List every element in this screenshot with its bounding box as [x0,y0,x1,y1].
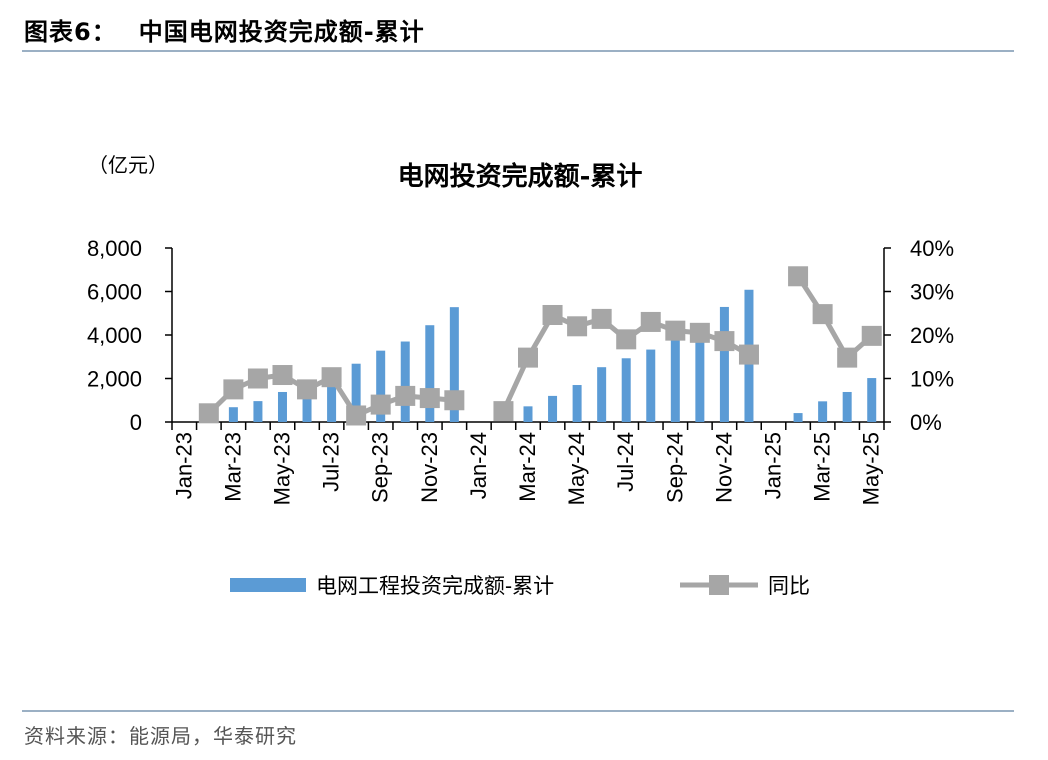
x-tick-label: Nov-23 [417,432,442,503]
bar [253,401,263,422]
bar [719,306,729,422]
line-point [567,316,588,337]
bar [277,391,287,422]
legend-line-label: 同比 [768,574,810,598]
x-tick-label: May-25 [859,432,884,505]
bar [302,390,312,422]
line-point [444,390,465,411]
right-y-tick-label: 30% [910,280,954,305]
bar [523,406,533,422]
left-y-tick-label: 8,000 [87,236,142,261]
line-point [419,388,440,409]
bar [327,383,337,422]
x-tick-label: Mar-25 [810,432,835,502]
x-tick-label: Sep-24 [662,432,687,503]
bar [818,401,828,422]
x-tick-label: Mar-24 [515,432,540,502]
line-point [714,331,735,352]
line-point [616,329,637,350]
bar [449,307,459,422]
line-point [297,379,318,400]
x-ticks: Jan-23 Mar-23 May-23 Jul-23 Sep-23 Nov-23 Jan-… [171,422,885,505]
chart: （亿元） 电网投资完成额-累计 0 2,000 4,000 6,000 8,000 0%… [87,153,954,598]
line-point [591,308,612,329]
line-point [689,322,710,343]
x-tick-label: Jul-23 [319,432,344,492]
left-y-ticks: 0 2,000 4,000 6,000 8,000 [87,236,172,435]
x-tick-label: Jan-25 [761,432,786,499]
line-series [198,266,882,426]
line-point [493,401,514,422]
left-y-tick-label: 0 [130,410,142,435]
line-point [665,320,686,341]
bar [548,395,558,422]
line-point [738,344,759,365]
figure-title: 图表6： 中国电网投资完成额-累计 [24,12,425,47]
bar [621,358,631,422]
bar [695,324,705,422]
line-point [640,311,661,332]
x-tick-label: Mar-23 [220,432,245,502]
source-note: 资料来源：能源局，华泰研究 [24,724,297,748]
x-tick-label: May-24 [564,432,589,505]
line-point [837,347,858,368]
right-y-ticks: 0% 10% 20% 30% 40% [884,236,954,435]
x-tick-label: May-23 [269,432,294,505]
right-y-tick-label: 40% [910,236,954,261]
line-point [247,368,268,389]
x-tick-label: Nov-24 [711,432,736,503]
bar [376,350,386,422]
line-segment [795,274,874,361]
line-point [518,347,538,368]
line-point [321,367,342,388]
bar [670,335,680,422]
bar [867,378,877,422]
line-point [272,365,293,386]
legend: 电网工程投资完成额-累计 同比 [230,574,810,598]
bar [425,325,435,422]
x-tick-label: Jan-24 [466,432,491,499]
bar [646,349,656,422]
figure-title-text: 中国电网投资完成额-累计 [138,18,425,46]
bar-series [228,289,877,422]
line-point [861,325,882,346]
right-y-tick-label: 0% [910,410,942,435]
line-point [395,385,416,406]
y-axis-unit-label: （亿元） [88,153,168,177]
figure-number: 图表6： [24,18,117,46]
bar [228,407,238,422]
x-tick-label: Jan-23 [171,432,196,499]
bar [400,341,410,422]
legend-line-marker [709,575,729,595]
line-point [370,394,391,415]
line-point [812,304,833,325]
right-y-tick-label: 20% [910,323,954,348]
top-divider [22,50,1014,52]
bar [793,413,803,422]
bottom-divider [22,710,1014,712]
legend-bar-swatch [230,578,306,592]
bar [351,363,361,422]
x-tick-label: Sep-23 [368,432,393,503]
line-point [542,304,563,325]
line-point [198,403,219,424]
bar [597,367,607,422]
bar [842,391,852,422]
line-point [788,266,809,287]
left-y-tick-label: 2,000 [87,367,142,392]
right-y-tick-label: 10% [910,367,954,392]
chart-title: 电网投资完成额-累计 [398,161,643,192]
x-tick-label: Jul-24 [613,432,638,492]
bar [572,385,582,422]
legend-bar-label: 电网工程投资完成额-累计 [316,574,554,598]
left-y-tick-label: 6,000 [87,280,142,305]
line-point [346,405,367,426]
line-point [223,379,244,400]
left-y-tick-label: 4,000 [87,323,142,348]
